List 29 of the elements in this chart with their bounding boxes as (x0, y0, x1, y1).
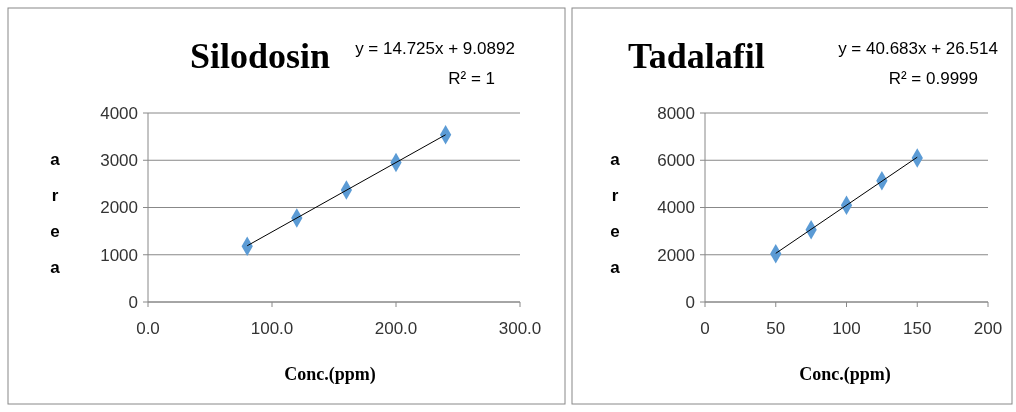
x-axis-title: Conc.(ppm) (799, 364, 891, 385)
y-axis-title: area (50, 150, 61, 277)
text: y = 14.725x + 9.0892 (355, 39, 515, 58)
chart-title: Tadalafil (628, 36, 765, 76)
x-tick-label: 50 (766, 319, 786, 338)
x-tick-label: 100 (832, 319, 861, 338)
text: R² = 1 (448, 69, 495, 88)
x-tick-label: 0 (700, 319, 710, 338)
y-tick-label: 2000 (100, 198, 138, 218)
x-axis-title: Conc.(ppm) (284, 364, 376, 385)
y-tick-label: 3000 (100, 151, 138, 171)
x-tick-label: 200.0 (374, 319, 418, 338)
x-tick-label: 300.0 (498, 319, 542, 338)
y-tick-label: 8000 (657, 103, 695, 123)
x-tick-label: 0.0 (136, 319, 160, 338)
x-tick-label: 200 (973, 319, 1003, 338)
y-tick-label: 6000 (657, 151, 695, 171)
text: R² = 0.9999 (888, 69, 978, 88)
chart-title: Silodosin (190, 36, 331, 76)
text: y = 40.683x + 26.514 (838, 39, 998, 58)
y-tick-label: 1000 (100, 245, 138, 265)
y-tick-label: 2000 (657, 245, 695, 265)
x-tick-label: 150 (903, 319, 932, 338)
y-axis-title: area (610, 150, 621, 277)
y-tick-label: 4000 (657, 198, 695, 218)
y-tick-label: 0 (128, 292, 138, 312)
y-tick-label: 4000 (100, 103, 138, 123)
x-tick-label: 100.0 (250, 319, 294, 338)
y-tick-label: 0 (685, 292, 695, 312)
